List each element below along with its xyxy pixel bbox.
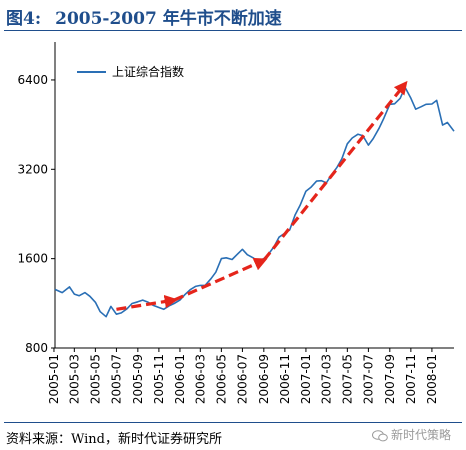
- x-tick-label: 2005-09: [131, 354, 145, 404]
- x-tick-label: 2005-01: [47, 354, 61, 404]
- y-tick-label: 800: [25, 341, 48, 355]
- x-tick-label: 2005-03: [67, 354, 81, 404]
- y-tick-label: 1600: [17, 252, 48, 266]
- series-line-shanghai-composite: [54, 86, 455, 318]
- x-tick-label: 2005-05: [88, 354, 102, 404]
- figure-label: 图4:: [6, 9, 42, 29]
- x-tick-label: 2006-05: [214, 354, 228, 404]
- watermark-text: 新时代策略: [391, 428, 452, 442]
- title-rule: [4, 30, 462, 31]
- x-tick-label: 2005-07: [109, 354, 123, 404]
- x-tick-label: 2007-07: [361, 354, 375, 404]
- figure-title: 图4: 2005-2007 年牛市不断加速: [6, 4, 282, 29]
- line-chart: 800 1600 3200 6400 2005-01 2005-03 2005-05 2005…: [17, 42, 455, 404]
- trend-arrow: [116, 294, 179, 311]
- footer-rule: [4, 422, 462, 423]
- source-note: 资料来源：Wind，新时代证券研究所: [6, 432, 222, 447]
- x-tick-label: 2006-09: [257, 354, 271, 404]
- legend-label: 上证综合指数: [112, 64, 184, 79]
- x-tick-label: 2005-11: [152, 354, 166, 404]
- axes: 800 1600 3200 6400 2005-01 2005-03 2005-05 2005…: [17, 42, 454, 404]
- trend-arrow: [173, 257, 268, 302]
- x-tick-label: 2007-03: [319, 354, 333, 404]
- trend-arrow: [262, 80, 408, 262]
- legend: 上证综合指数: [77, 64, 184, 79]
- trend-arrow-layer: [116, 80, 408, 311]
- x-tick-label: 2008-01: [425, 354, 439, 404]
- figure-title-text: 2005-2007 年牛市不断加速: [55, 9, 282, 29]
- x-tick-label: 2006-11: [278, 354, 292, 404]
- x-tick-label: 2006-01: [173, 354, 187, 404]
- watermark: 新时代策略: [372, 426, 451, 443]
- y-tick-label: 6400: [17, 73, 48, 87]
- series-layer: [54, 86, 455, 318]
- x-tick-label: 2007-05: [340, 354, 354, 404]
- x-tick-label: 2007-11: [404, 354, 418, 404]
- x-tick-label: 2007-01: [299, 354, 313, 404]
- wechat-icon: [372, 429, 388, 441]
- y-tick-label: 3200: [17, 162, 48, 176]
- x-tick-label: 2006-07: [235, 354, 249, 404]
- x-tick-label: 2007-09: [383, 354, 397, 404]
- x-tick-label: 2006-03: [193, 354, 207, 404]
